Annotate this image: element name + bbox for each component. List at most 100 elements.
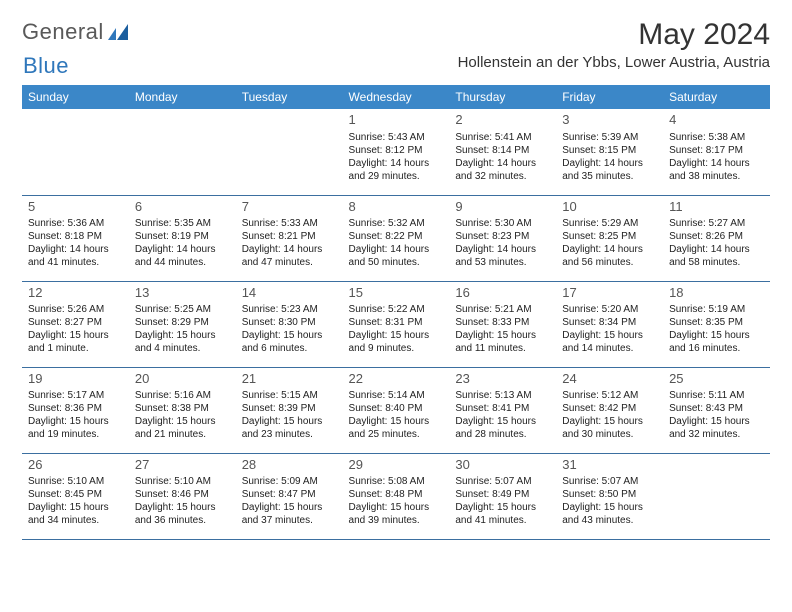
sunrise-line: Sunrise: 5:10 AM (135, 475, 230, 488)
sunrise-line: Sunrise: 5:36 AM (28, 217, 123, 230)
calendar-cell: 6Sunrise: 5:35 AMSunset: 8:19 PMDaylight… (129, 195, 236, 281)
calendar-body: 1Sunrise: 5:43 AMSunset: 8:12 PMDaylight… (22, 109, 770, 539)
day-number: 28 (242, 457, 337, 474)
brand-logo: General (22, 18, 130, 46)
daylight-line: Daylight: 14 hours and 38 minutes. (669, 157, 764, 183)
daylight-line: Daylight: 14 hours and 53 minutes. (455, 243, 550, 269)
daylight-line: Daylight: 14 hours and 58 minutes. (669, 243, 764, 269)
sunrise-line: Sunrise: 5:32 AM (349, 217, 444, 230)
day-number: 14 (242, 285, 337, 302)
daylight-line: Daylight: 15 hours and 25 minutes. (349, 415, 444, 441)
calendar-cell: 5Sunrise: 5:36 AMSunset: 8:18 PMDaylight… (22, 195, 129, 281)
sunset-line: Sunset: 8:25 PM (562, 230, 657, 243)
daylight-line: Daylight: 15 hours and 39 minutes. (349, 501, 444, 527)
sunset-line: Sunset: 8:46 PM (135, 488, 230, 501)
sunset-line: Sunset: 8:48 PM (349, 488, 444, 501)
calendar-cell: 19Sunrise: 5:17 AMSunset: 8:36 PMDayligh… (22, 367, 129, 453)
daylight-line: Daylight: 14 hours and 56 minutes. (562, 243, 657, 269)
day-number: 2 (455, 112, 550, 129)
sunrise-line: Sunrise: 5:08 AM (349, 475, 444, 488)
daylight-line: Daylight: 15 hours and 30 minutes. (562, 415, 657, 441)
day-number: 11 (669, 199, 764, 216)
day-header: Thursday (449, 85, 556, 109)
daylight-line: Daylight: 15 hours and 9 minutes. (349, 329, 444, 355)
sunrise-line: Sunrise: 5:26 AM (28, 303, 123, 316)
sunset-line: Sunset: 8:36 PM (28, 402, 123, 415)
sunset-line: Sunset: 8:29 PM (135, 316, 230, 329)
daylight-line: Daylight: 15 hours and 28 minutes. (455, 415, 550, 441)
sunset-line: Sunset: 8:23 PM (455, 230, 550, 243)
brand-mark-icon (108, 20, 130, 46)
daylight-line: Daylight: 15 hours and 16 minutes. (669, 329, 764, 355)
daylight-line: Daylight: 15 hours and 23 minutes. (242, 415, 337, 441)
day-header: Sunday (22, 85, 129, 109)
sunset-line: Sunset: 8:30 PM (242, 316, 337, 329)
calendar-cell: 30Sunrise: 5:07 AMSunset: 8:49 PMDayligh… (449, 453, 556, 539)
daylight-line: Daylight: 15 hours and 36 minutes. (135, 501, 230, 527)
daylight-line: Daylight: 14 hours and 29 minutes. (349, 157, 444, 183)
day-number: 22 (349, 371, 444, 388)
daylight-line: Daylight: 15 hours and 11 minutes. (455, 329, 550, 355)
daylight-line: Daylight: 14 hours and 32 minutes. (455, 157, 550, 183)
day-number: 5 (28, 199, 123, 216)
sunrise-line: Sunrise: 5:33 AM (242, 217, 337, 230)
sunset-line: Sunset: 8:12 PM (349, 144, 444, 157)
sunrise-line: Sunrise: 5:29 AM (562, 217, 657, 230)
day-number: 13 (135, 285, 230, 302)
calendar-cell: 31Sunrise: 5:07 AMSunset: 8:50 PMDayligh… (556, 453, 663, 539)
sunrise-line: Sunrise: 5:30 AM (455, 217, 550, 230)
sunrise-line: Sunrise: 5:14 AM (349, 389, 444, 402)
calendar-cell: 1Sunrise: 5:43 AMSunset: 8:12 PMDaylight… (343, 109, 450, 195)
calendar-cell (129, 109, 236, 195)
day-number: 21 (242, 371, 337, 388)
daylight-line: Daylight: 15 hours and 19 minutes. (28, 415, 123, 441)
day-number: 23 (455, 371, 550, 388)
daylight-line: Daylight: 14 hours and 44 minutes. (135, 243, 230, 269)
calendar-page: General May 2024 Hollenstein an der Ybbs… (0, 0, 792, 550)
sunrise-line: Sunrise: 5:23 AM (242, 303, 337, 316)
calendar-cell: 17Sunrise: 5:20 AMSunset: 8:34 PMDayligh… (556, 281, 663, 367)
calendar-week: 5Sunrise: 5:36 AMSunset: 8:18 PMDaylight… (22, 195, 770, 281)
sunset-line: Sunset: 8:27 PM (28, 316, 123, 329)
calendar-head: SundayMondayTuesdayWednesdayThursdayFrid… (22, 85, 770, 109)
sunrise-line: Sunrise: 5:17 AM (28, 389, 123, 402)
sunrise-line: Sunrise: 5:20 AM (562, 303, 657, 316)
day-number: 19 (28, 371, 123, 388)
daylight-line: Daylight: 15 hours and 37 minutes. (242, 501, 337, 527)
sunset-line: Sunset: 8:17 PM (669, 144, 764, 157)
sunset-line: Sunset: 8:22 PM (349, 230, 444, 243)
calendar-cell: 24Sunrise: 5:12 AMSunset: 8:42 PMDayligh… (556, 367, 663, 453)
calendar-week: 19Sunrise: 5:17 AMSunset: 8:36 PMDayligh… (22, 367, 770, 453)
sunset-line: Sunset: 8:35 PM (669, 316, 764, 329)
daylight-line: Daylight: 15 hours and 34 minutes. (28, 501, 123, 527)
day-header: Friday (556, 85, 663, 109)
day-number: 12 (28, 285, 123, 302)
sunrise-line: Sunrise: 5:13 AM (455, 389, 550, 402)
sunset-line: Sunset: 8:47 PM (242, 488, 337, 501)
calendar-week: 1Sunrise: 5:43 AMSunset: 8:12 PMDaylight… (22, 109, 770, 195)
sunset-line: Sunset: 8:33 PM (455, 316, 550, 329)
daylight-line: Daylight: 15 hours and 21 minutes. (135, 415, 230, 441)
day-header: Saturday (663, 85, 770, 109)
calendar-cell: 12Sunrise: 5:26 AMSunset: 8:27 PMDayligh… (22, 281, 129, 367)
sunset-line: Sunset: 8:49 PM (455, 488, 550, 501)
day-number: 4 (669, 112, 764, 129)
day-number: 16 (455, 285, 550, 302)
day-header: Monday (129, 85, 236, 109)
sunset-line: Sunset: 8:39 PM (242, 402, 337, 415)
calendar-cell: 29Sunrise: 5:08 AMSunset: 8:48 PMDayligh… (343, 453, 450, 539)
sunrise-line: Sunrise: 5:43 AM (349, 131, 444, 144)
sunrise-line: Sunrise: 5:41 AM (455, 131, 550, 144)
daylight-line: Daylight: 14 hours and 50 minutes. (349, 243, 444, 269)
daylight-line: Daylight: 15 hours and 32 minutes. (669, 415, 764, 441)
title-block: May 2024 Hollenstein an der Ybbs, Lower … (458, 18, 770, 71)
sunrise-line: Sunrise: 5:09 AM (242, 475, 337, 488)
sunset-line: Sunset: 8:18 PM (28, 230, 123, 243)
month-title: May 2024 (458, 18, 770, 52)
sunrise-line: Sunrise: 5:15 AM (242, 389, 337, 402)
calendar-cell: 21Sunrise: 5:15 AMSunset: 8:39 PMDayligh… (236, 367, 343, 453)
calendar-cell: 22Sunrise: 5:14 AMSunset: 8:40 PMDayligh… (343, 367, 450, 453)
calendar-cell: 3Sunrise: 5:39 AMSunset: 8:15 PMDaylight… (556, 109, 663, 195)
sunrise-line: Sunrise: 5:19 AM (669, 303, 764, 316)
daylight-line: Daylight: 14 hours and 41 minutes. (28, 243, 123, 269)
